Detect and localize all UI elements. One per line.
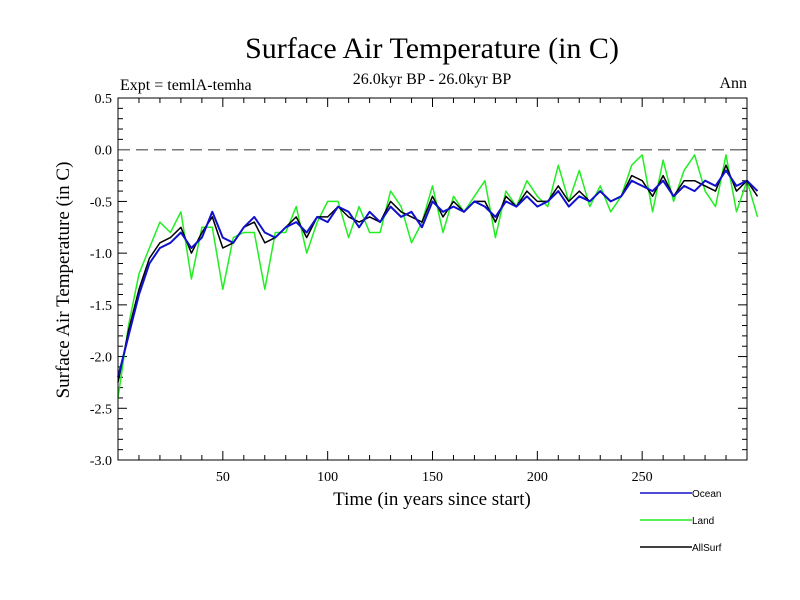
y-axis-label: Surface Air Temperature (in C): [53, 162, 74, 399]
x-tick-label: 50: [216, 470, 230, 485]
experiment-label: Expt = temlA-temha: [120, 77, 252, 94]
legend: Ocean Land AllSurf: [640, 489, 722, 554]
x-tick-label: 250: [632, 470, 653, 485]
y-tick-label: 0.0: [95, 144, 113, 159]
season-label: Ann: [719, 75, 747, 92]
series-line-ocean: [117, 169, 759, 378]
legend-label-allsurf: AllSurf: [692, 543, 722, 554]
x-tick-label: 150: [422, 470, 443, 485]
y-tick-label: -1.5: [90, 299, 112, 314]
chart-subtitle: 26.0kyr BP - 26.0kyr BP: [353, 71, 512, 88]
y-tick-label: -2.5: [90, 402, 112, 417]
series-lines: [117, 154, 759, 399]
y-tick-label: -3.0: [90, 454, 112, 469]
y-tick-label: 0.5: [95, 92, 113, 107]
y-tick-label: -0.5: [90, 195, 112, 210]
axis-ticks: 50 100 150 200 250 0.5 0.0 -0.5 -1.0 -1.5 -2.0 -2.5…: [90, 92, 747, 485]
y-tick-label: -1.0: [90, 247, 112, 262]
legend-label-land: Land: [692, 516, 714, 527]
x-axis-label: Time (in years since start): [333, 489, 531, 510]
y-tick-label: -2.0: [90, 351, 112, 366]
x-tick-label: 200: [527, 470, 548, 485]
chart-title: Surface Air Temperature (in C): [245, 32, 619, 65]
plot-frame: [117, 97, 748, 461]
x-tick-label: 100: [317, 470, 338, 485]
legend-label-ocean: Ocean: [692, 489, 721, 500]
series-line-land: [117, 154, 759, 399]
series-line-allsurf: [117, 164, 759, 383]
